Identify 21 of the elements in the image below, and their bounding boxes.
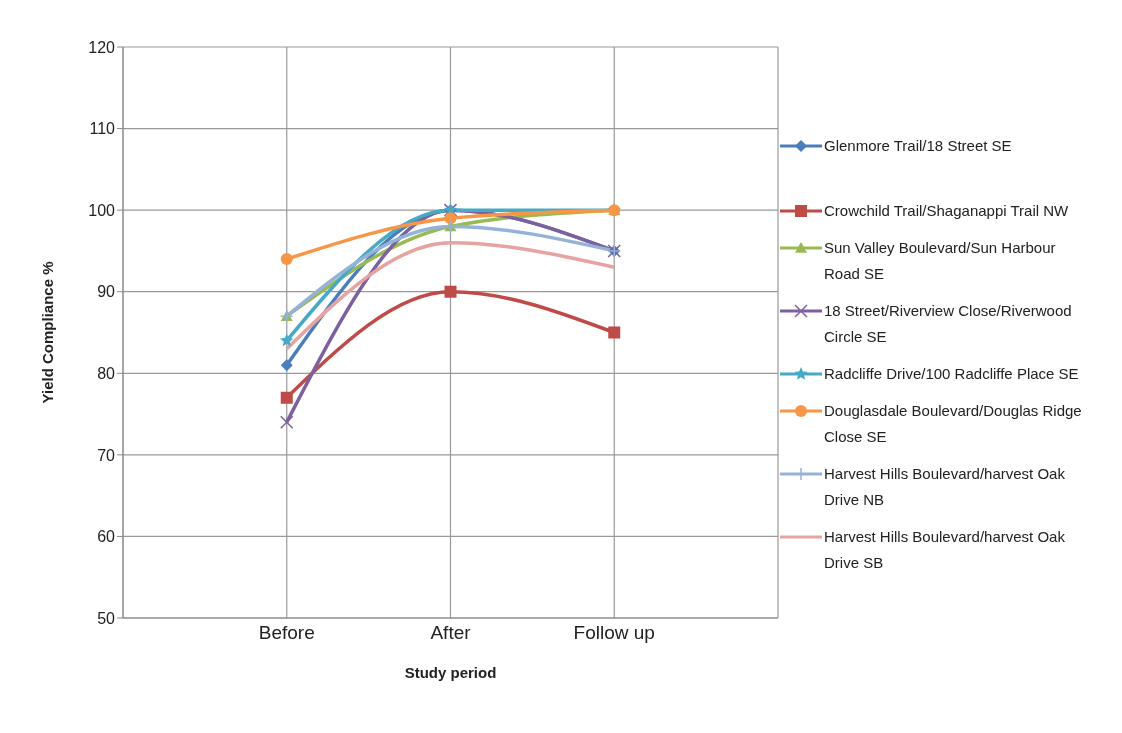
legend-label: Douglasdale Boulevard/Douglas Ridge Close SE <box>824 401 1083 447</box>
legend-label: Crowchild Trail/Shaganappi Trail NW <box>824 201 1069 221</box>
legend-label: Glenmore Trail/18 Street SE <box>824 136 1012 156</box>
y-tick-label: 50 <box>97 609 116 627</box>
legend-label: Radcliffe Drive/100 Radcliffe Place SE <box>824 364 1079 384</box>
y-tick-label: 90 <box>97 283 116 301</box>
y-tick-label: 100 <box>88 201 116 219</box>
y-tick-label: 120 <box>88 38 116 56</box>
y-axis-title: Yield Compliance % <box>39 261 57 404</box>
x-tick-label: Follow up <box>573 622 655 644</box>
legend-label: 18 Street/Riverview Close/Riverwood Circle SE <box>824 301 1073 347</box>
legend-label: Sun Valley Boulevard/Sun Harbour Road SE <box>824 238 1057 284</box>
x-tick-label: Before <box>258 622 315 644</box>
y-tick-label: 110 <box>89 120 116 138</box>
legend-label: Harvest Hills Boulevard/harvest Oak Drive NB <box>824 464 1066 510</box>
x-tick-label: After <box>430 622 472 644</box>
y-tick-label: 80 <box>97 364 116 382</box>
legend-label: Harvest Hills Boulevard/harvest Oak Drive SB <box>824 527 1066 573</box>
x-axis-title: Study period <box>404 664 497 681</box>
y-tick-label: 70 <box>97 446 116 464</box>
y-tick-label: 60 <box>97 528 116 546</box>
